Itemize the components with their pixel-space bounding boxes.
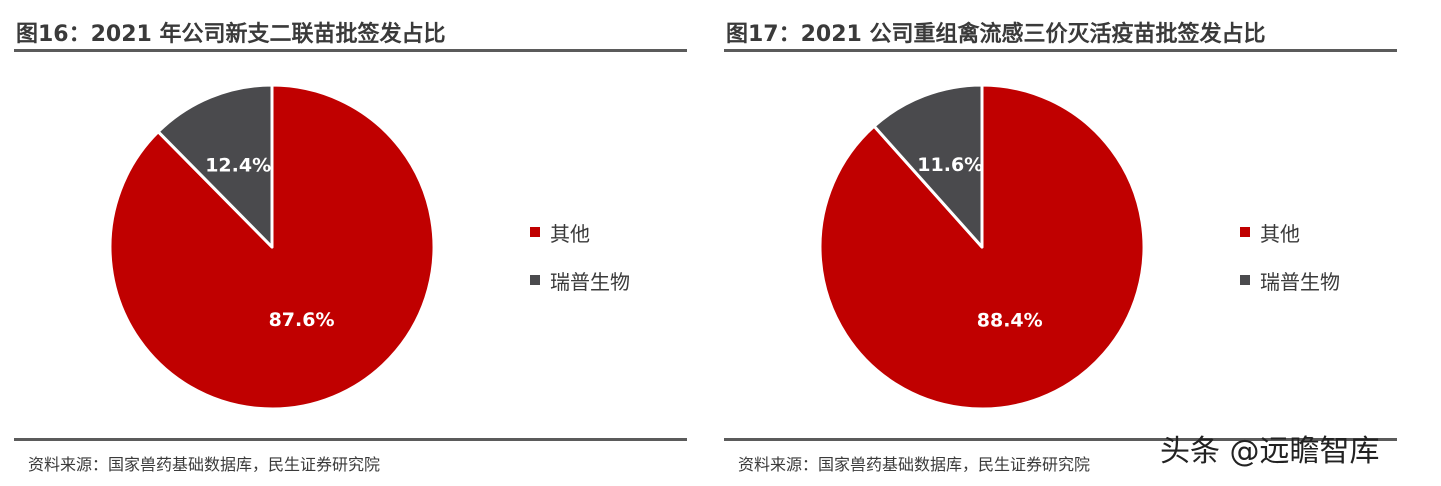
pie-chart: 88.4% 11.6%: [818, 83, 1146, 411]
legend-item-ruipu: 瑞普生物: [1240, 256, 1340, 304]
legend-item-ruipu: 瑞普生物: [530, 256, 630, 304]
legend: 其他 瑞普生物: [1240, 208, 1340, 304]
legend-item-other: 其他: [530, 208, 630, 256]
watermark: 头条 @远瞻智库: [1160, 434, 1380, 469]
chart-panel-2: 图17：2021 公司重组禽流感三价灭活疫苗批签发占比 88.4% 11.6% 其…: [724, 0, 1397, 486]
pie-data-label: 11.6%: [917, 154, 983, 176]
legend-label: 其他: [1260, 221, 1300, 246]
title-rule: [14, 49, 687, 52]
legend-label: 其他: [550, 221, 590, 246]
pie-data-label: 12.4%: [205, 155, 271, 177]
chart-title: 图17：2021 公司重组禽流感三价灭活疫苗批签发占比: [726, 22, 1266, 47]
pie-slice-ruipu: [156, 83, 274, 249]
pie-data-label: 87.6%: [269, 309, 335, 331]
source-note: 资料来源：国家兽药基础数据库，民生证券研究院: [28, 455, 381, 474]
source-rule: [724, 438, 1397, 441]
legend: 其他 瑞普生物: [530, 208, 630, 304]
legend-item-other: 其他: [1240, 208, 1340, 256]
legend-swatch-gray: [1240, 275, 1250, 285]
legend-swatch-red: [1240, 227, 1250, 237]
pie-chart: 87.6% 12.4%: [108, 83, 436, 411]
source-note: 资料来源：国家兽药基础数据库，民生证券研究院: [738, 455, 1091, 474]
legend-swatch-gray: [530, 275, 540, 285]
pie-slice-ruipu: [872, 83, 984, 249]
legend-label: 瑞普生物: [1260, 269, 1340, 294]
title-rule: [724, 49, 1397, 52]
chart-panel-1: 图16：2021 年公司新支二联苗批签发占比 87.6% 12.4% 其他 瑞普生…: [14, 0, 687, 486]
legend-swatch-red: [530, 227, 540, 237]
legend-label: 瑞普生物: [550, 269, 630, 294]
pie-data-label: 88.4%: [977, 310, 1043, 332]
chart-title: 图16：2021 年公司新支二联苗批签发占比: [16, 22, 446, 47]
source-rule: [14, 438, 687, 441]
